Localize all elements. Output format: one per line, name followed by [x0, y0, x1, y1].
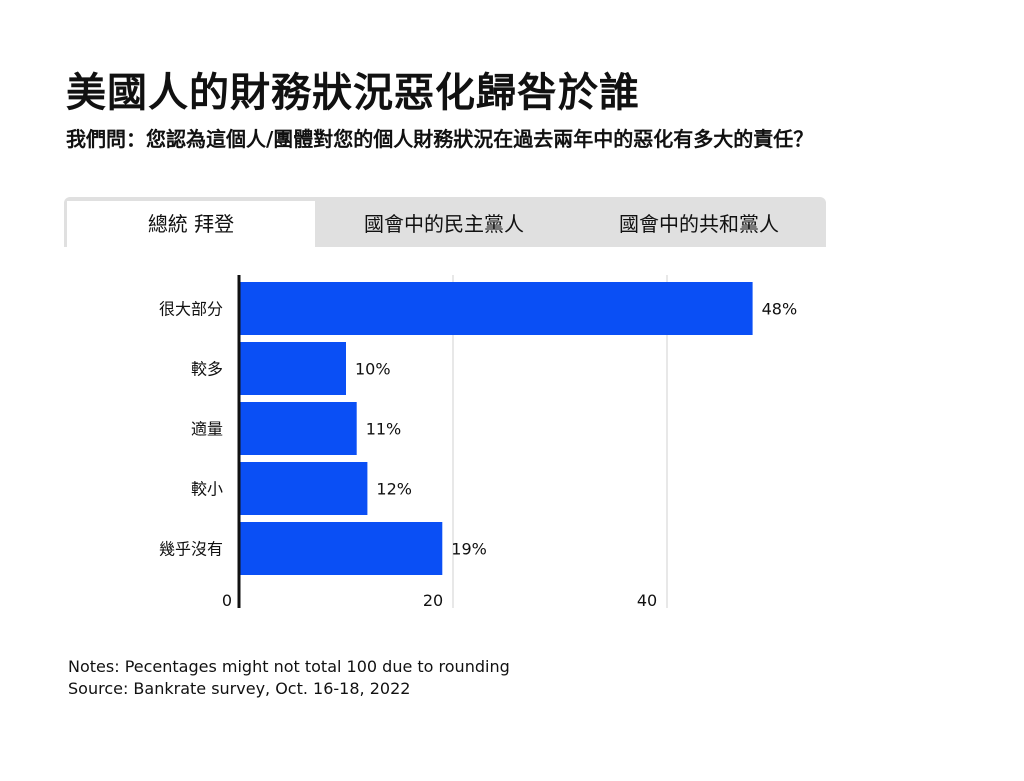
value-label: 19% [451, 540, 487, 559]
tab-congress-republicans[interactable]: 國會中的共和黨人 [619, 212, 779, 236]
category-label: 較多 [191, 360, 223, 379]
chart-subtitle: 我們問：您認為這個人/團體對您的個人財務狀況在過去兩年中的惡化有多大的責任？ [66, 127, 814, 151]
tab-bar: 總統 拜登 國會中的民主黨人 國會中的共和黨人 [64, 197, 826, 247]
value-label: 10% [355, 360, 391, 379]
category-label: 很大部分 [159, 300, 223, 319]
value-label: 11% [366, 420, 402, 439]
category-label: 幾乎沒有 [159, 540, 223, 559]
bar [239, 522, 443, 575]
value-label: 12% [376, 480, 412, 499]
bar [239, 282, 753, 335]
value-label: 48% [762, 300, 798, 319]
bar [239, 462, 368, 515]
notes-line: Notes: Pecentages might not total 100 du… [68, 657, 510, 676]
chart-notes: Notes: Pecentages might not total 100 du… [68, 656, 510, 700]
bar [239, 342, 346, 395]
tab-president-biden[interactable]: 總統 拜登 [67, 201, 315, 247]
chart-title: 美國人的財務狀況惡化歸咎於誰 [66, 70, 640, 116]
tab-congress-democrats[interactable]: 國會中的民主黨人 [364, 212, 524, 236]
bar [239, 402, 357, 455]
x-tick-label: 40 [637, 591, 657, 610]
source-line: Source: Bankrate survey, Oct. 16-18, 202… [68, 679, 411, 698]
bar-chart: 很大部分 48% 較多 10% 適量 11% 較小 12% 幾乎沒有 19% 0 20 40 [159, 275, 798, 610]
category-label: 適量 [191, 420, 223, 439]
x-tick-label: 0 [222, 591, 232, 610]
category-label: 較小 [191, 480, 223, 499]
x-tick-label: 20 [423, 591, 443, 610]
